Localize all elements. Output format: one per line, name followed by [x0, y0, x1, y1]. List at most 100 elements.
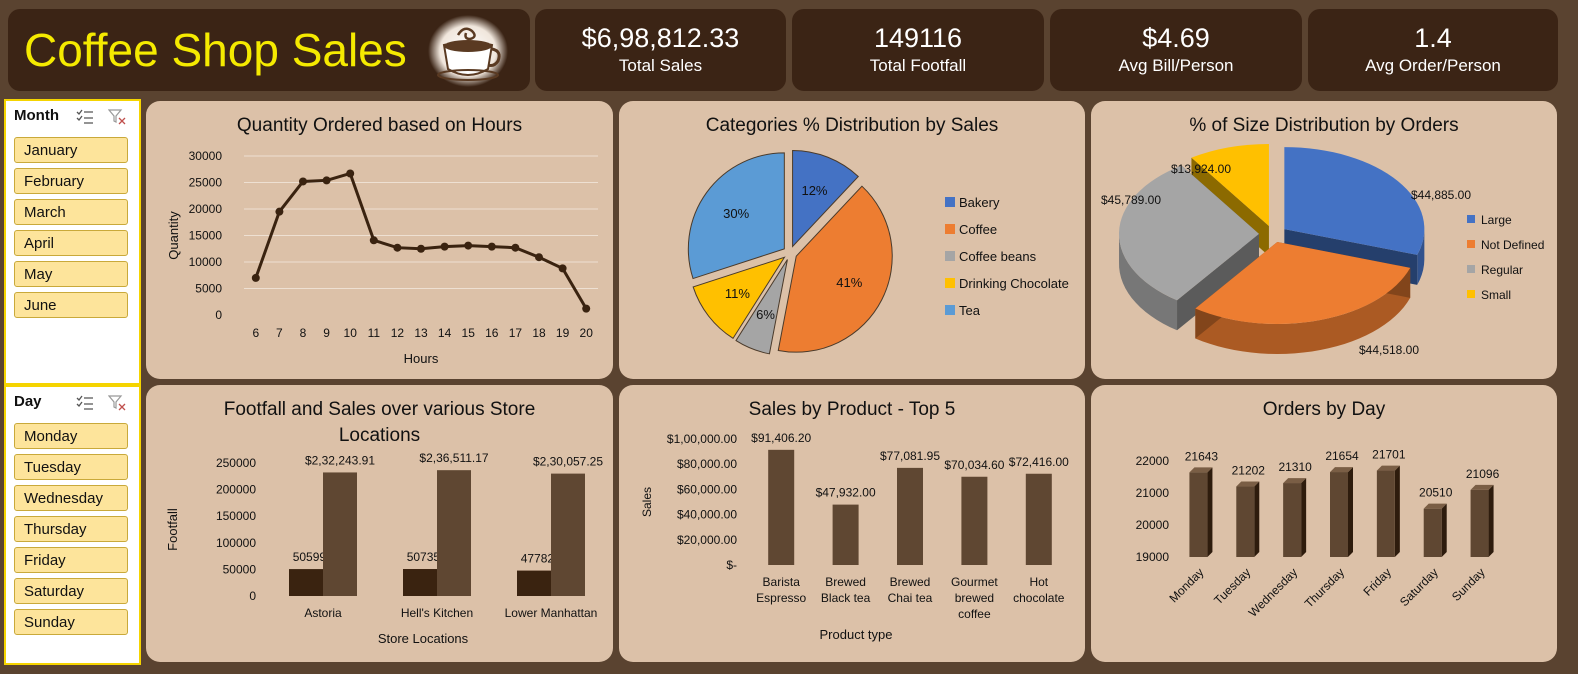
month-item-march[interactable]: March [14, 199, 128, 225]
chart-title: Orders by Day [1262, 399, 1386, 420]
month-item-february[interactable]: February [14, 168, 128, 194]
data-label: 6% [756, 307, 775, 322]
day-item-tuesday[interactable]: Tuesday [14, 454, 128, 480]
bar [1470, 489, 1489, 557]
x-tick-label: 7 [276, 326, 283, 340]
categories-pie-chart: 12% 41% 6% 11% 30% Bakery Coffee Coffee beans Dr… [687, 149, 1069, 355]
bar [289, 569, 323, 596]
day-item-friday[interactable]: Friday [14, 547, 128, 573]
month-item-june[interactable]: June [14, 292, 128, 318]
data-point [393, 243, 402, 252]
day-item-thursday[interactable]: Thursday [14, 516, 128, 542]
bar [1025, 473, 1052, 565]
data-label: $2,32,243.91 [305, 453, 375, 467]
bar-top [1236, 481, 1260, 487]
bar-side [1348, 467, 1353, 557]
month-item-may[interactable]: May [14, 261, 128, 287]
data-label: $91,406.20 [751, 431, 811, 445]
kpi-value: 1.4 [1414, 23, 1452, 53]
data-label: $2,30,057.25 [533, 455, 603, 469]
day-item-saturday[interactable]: Saturday [14, 578, 128, 604]
y-tick-label: 0 [249, 589, 256, 603]
days-bar-chart: 19000 20000 21000 22000 21643 Monday 21202 Tues… [1136, 448, 1500, 620]
y-tick-label: 5000 [195, 282, 222, 296]
x-tick-label: 9 [323, 326, 330, 340]
legend-swatch [945, 224, 955, 234]
bar [961, 476, 988, 565]
day-item-sunday[interactable]: Sunday [14, 609, 128, 635]
data-point [251, 273, 260, 282]
bar-top [1423, 503, 1447, 509]
y-tick-label: 21000 [1136, 486, 1170, 500]
slicer-title: Month [14, 107, 59, 124]
pie-slice [735, 259, 788, 355]
multi-select-icon[interactable] [76, 109, 94, 125]
locations-bar-chart: 0 50000 100000 150000 200000 250000 50599 $2,32… [165, 451, 603, 646]
bar [768, 449, 795, 565]
data-point [487, 242, 496, 251]
legend-label: Drinking Chocolate [959, 276, 1069, 291]
bar-side [1441, 503, 1447, 557]
sizes-chart-panel: % of Size Distribution by Orders $44,885… [1091, 101, 1557, 379]
y-tick-label: 20000 [1136, 518, 1170, 532]
y-axis-label: Quantity [166, 211, 181, 260]
x-tick-label: 20 [580, 326, 594, 340]
x-tick-label: Brewed [825, 575, 866, 589]
legend-label: Tea [959, 303, 981, 318]
bar-top [1330, 467, 1353, 473]
kpi-value: $6,98,812.33 [581, 23, 740, 53]
data-point [558, 264, 567, 273]
y-axis-label: Sales [640, 487, 654, 517]
data-point [511, 243, 520, 252]
bar-side [1394, 465, 1400, 557]
pie-slice [1284, 147, 1425, 255]
data-label: 21096 [1466, 467, 1500, 481]
slicer-title: Day [14, 393, 42, 410]
bar [437, 470, 471, 596]
kpi-avg-order: 1.4 Avg Order/Person [1308, 9, 1558, 91]
data-label: $45,789.00 [1101, 193, 1161, 207]
day-item-wednesday[interactable]: Wednesday [14, 485, 128, 511]
x-axis-label: Hours [404, 351, 439, 366]
bar-side [1301, 478, 1307, 557]
y-tick-label: $80,000.00 [677, 457, 737, 471]
locations-chart-panel: Footfall and Sales over various Store Lo… [146, 385, 613, 662]
data-point [346, 169, 355, 178]
data-point [440, 242, 449, 251]
bar-side [1254, 481, 1260, 557]
legend-label: Coffee beans [959, 249, 1037, 264]
legend-label: Regular [1481, 263, 1523, 277]
bar-top [1376, 465, 1400, 471]
bar [1376, 470, 1395, 557]
x-tick-label: Tuesday [1211, 565, 1253, 607]
pie-slice [777, 185, 893, 353]
pie-slice [792, 149, 859, 248]
y-tick-label: 100000 [216, 536, 256, 550]
products-bar-chart: $- $20,000.00 $40,000.00 $60,000.00 $80,000.… [640, 431, 1069, 642]
pie-slice-side [1119, 232, 1178, 331]
x-tick-label: Chai tea [888, 591, 933, 605]
x-tick-label: 18 [532, 326, 546, 340]
clear-filter-icon[interactable] [108, 109, 126, 125]
legend-swatch [1467, 240, 1475, 248]
y-tick-label: $1,00,000.00 [667, 432, 737, 446]
month-item-april[interactable]: April [14, 230, 128, 256]
data-point [535, 253, 543, 262]
month-item-january[interactable]: January [14, 137, 128, 163]
clear-filter-icon[interactable] [108, 395, 126, 411]
x-tick-label: Friday [1361, 565, 1394, 598]
y-tick-label: 150000 [216, 509, 256, 523]
title-banner: Coffee Shop Sales [8, 9, 530, 91]
x-tick-label: coffee [958, 607, 991, 621]
data-label: $70,034.60 [944, 458, 1004, 472]
y-tick-label: $40,000.00 [677, 508, 737, 522]
products-chart-panel: Sales by Product - Top 5 $- $20,000.00 $40… [619, 385, 1085, 662]
month-slicer: Month January February March April May J… [4, 99, 141, 385]
x-tick-label: 6 [252, 326, 259, 340]
x-tick-label: Espresso [756, 591, 806, 605]
chart-title: Sales by Product - Top 5 [748, 399, 956, 420]
legend-label: Small [1481, 288, 1511, 302]
bar [403, 569, 437, 596]
multi-select-icon[interactable] [76, 395, 94, 411]
day-item-monday[interactable]: Monday [14, 423, 128, 449]
